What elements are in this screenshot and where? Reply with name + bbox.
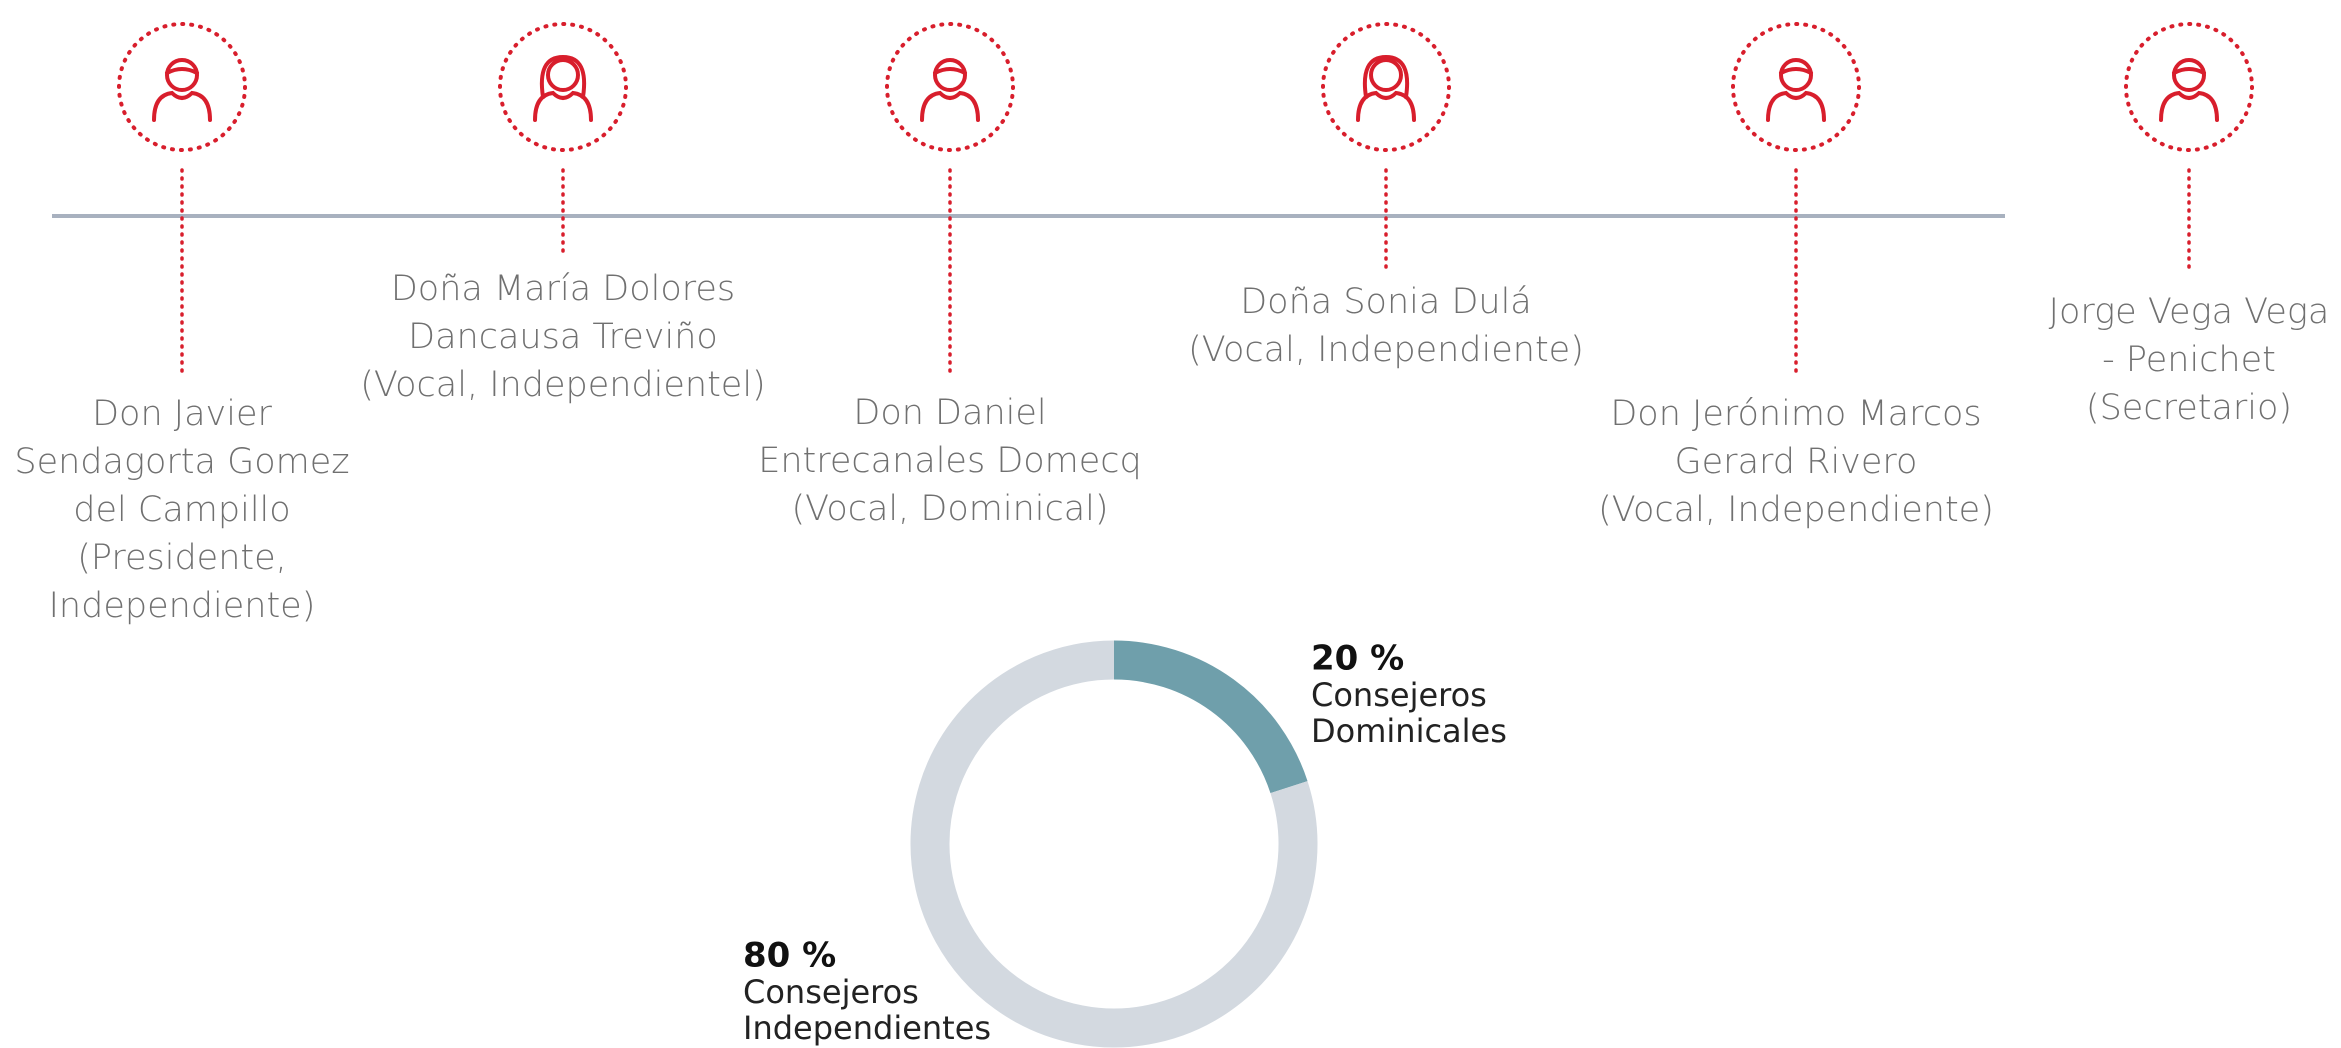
avatar-ring (885, 22, 1015, 152)
avatar-ring (498, 22, 628, 152)
hair (540, 54, 586, 99)
cap (2172, 67, 2206, 75)
body (2159, 90, 2219, 122)
segment-name: Consejeros (743, 973, 919, 1011)
person-icon (533, 54, 593, 122)
member-name: (Vocal, Independiente) (1188, 330, 1584, 370)
head (165, 58, 199, 92)
head (1779, 58, 1813, 92)
avatar-ring (117, 22, 247, 152)
member-name: (Secretario) (2086, 388, 2292, 428)
person-icon (2159, 58, 2219, 122)
member-name: (Presidente, (77, 538, 287, 578)
member-name: - Penichet (2102, 340, 2276, 380)
member-name: Dancausa Treviño (408, 317, 718, 357)
donut-segment (910, 640, 1318, 1048)
cap (933, 67, 967, 75)
segment-name: Dominicales (1311, 712, 1507, 750)
person-icon (920, 58, 980, 122)
donut-segment (1113, 640, 1308, 794)
member-name: Don Jerónimo Marcos (1610, 394, 1981, 434)
member-name: (Vocal, Independientel) (360, 365, 765, 405)
member-name: Doña Sonia Dulá (1240, 282, 1532, 322)
head (1369, 58, 1403, 92)
body (920, 90, 980, 122)
body (152, 90, 212, 122)
hair (1363, 54, 1409, 99)
body (1766, 90, 1826, 122)
member-name: Independiente) (49, 586, 316, 626)
avatar-ring (2124, 22, 2254, 152)
body (1356, 90, 1416, 122)
body (533, 90, 593, 122)
cap (165, 67, 199, 75)
member-name: Sendagorta Gomez (14, 442, 349, 482)
member-name: del Campillo (73, 490, 290, 530)
member-name: Don Daniel (853, 393, 1046, 433)
member-name: Jorge Vega Vega (2049, 292, 2330, 332)
avatar-ring (1321, 22, 1451, 152)
member-name: Don Javier (92, 394, 272, 434)
segment-value: 80 % (743, 936, 836, 976)
avatar-ring (1731, 22, 1861, 152)
member-name: (Vocal, Independiente) (1598, 490, 1994, 530)
head (933, 58, 967, 92)
person-icon (1356, 54, 1416, 122)
member-name: Gerard Rivero (1675, 442, 1918, 482)
head (2172, 58, 2206, 92)
member-name: Doña María Dolores (391, 269, 735, 309)
person-icon (152, 58, 212, 122)
person-icon (1766, 58, 1826, 122)
segment-value: 20 % (1311, 639, 1404, 679)
segment-name: Independientes (743, 1009, 991, 1047)
cap (1779, 67, 1813, 75)
head (546, 58, 580, 92)
segment-name: Consejeros (1311, 676, 1487, 714)
member-name: Entrecanales Domecq (758, 441, 1142, 481)
member-name: (Vocal, Dominical) (791, 489, 1108, 529)
